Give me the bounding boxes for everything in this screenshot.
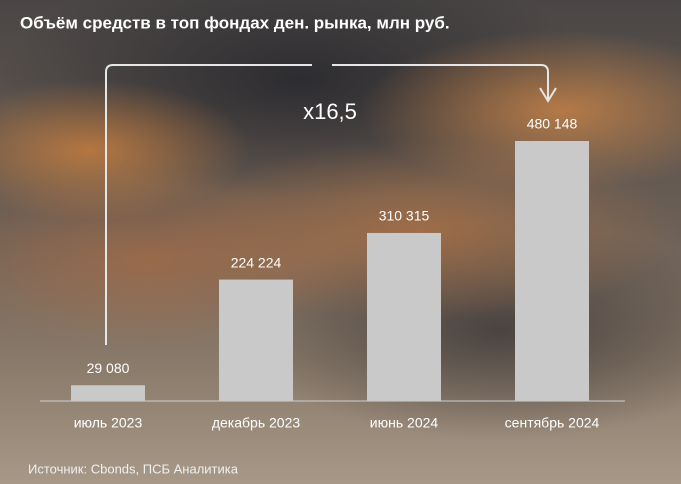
chart-title: Объём средств в топ фондах ден. рынка, м… <box>20 13 450 32</box>
bar <box>515 141 589 401</box>
arrow-head <box>539 87 557 103</box>
x-tick-label: сентябрь 2024 <box>505 415 600 431</box>
x-tick-label: июль 2023 <box>74 415 143 431</box>
x-tick-label: декабрь 2023 <box>212 415 301 431</box>
annotation: x16,5 <box>303 99 357 124</box>
growth-arrow <box>105 64 549 345</box>
value-label: 310 315 <box>379 208 430 224</box>
value-label: 224 224 <box>231 254 282 270</box>
bar <box>367 232 441 401</box>
value-label: 29 080 <box>87 360 130 376</box>
bar <box>219 279 293 401</box>
value-label: 480 148 <box>527 116 578 132</box>
bar <box>71 385 145 401</box>
x-tick-label: июнь 2024 <box>370 415 439 431</box>
source: Источник: Cbonds, ПСБ Аналитика <box>28 461 239 476</box>
